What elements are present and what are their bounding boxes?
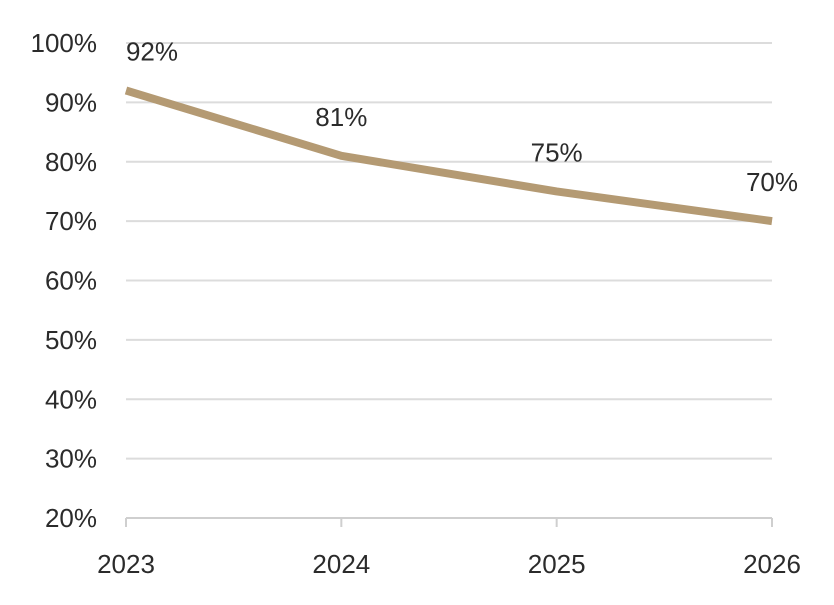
x-tick-label-2024: 2024 <box>312 549 370 579</box>
y-tick-label: 80% <box>45 147 97 177</box>
data-label-2025: 75% <box>531 137 583 167</box>
y-tick-label: 40% <box>45 384 97 414</box>
x-axis: 2023 2024 2025 2026 <box>97 518 801 579</box>
x-tick-label-2025: 2025 <box>528 549 586 579</box>
series-line <box>126 91 772 222</box>
data-label-2026: 70% <box>746 167 798 197</box>
x-tick-label-2026: 2026 <box>743 549 801 579</box>
y-tick-label: 100% <box>31 28 98 58</box>
gridlines <box>126 43 772 459</box>
y-tick-label: 20% <box>45 503 97 533</box>
y-tick-label: 30% <box>45 444 97 474</box>
y-tick-label: 90% <box>45 87 97 117</box>
x-tick-label-2023: 2023 <box>97 549 155 579</box>
y-tick-label: 50% <box>45 325 97 355</box>
y-tick-label: 60% <box>45 266 97 296</box>
data-label-2024: 81% <box>315 102 367 132</box>
y-axis-ticks: 20% 30% 40% 50% 60% 70% 80% 90% 100% <box>31 28 98 533</box>
series-lines <box>126 90 772 221</box>
data-label-2023: 92% <box>126 37 178 67</box>
y-tick-label: 70% <box>45 206 97 236</box>
